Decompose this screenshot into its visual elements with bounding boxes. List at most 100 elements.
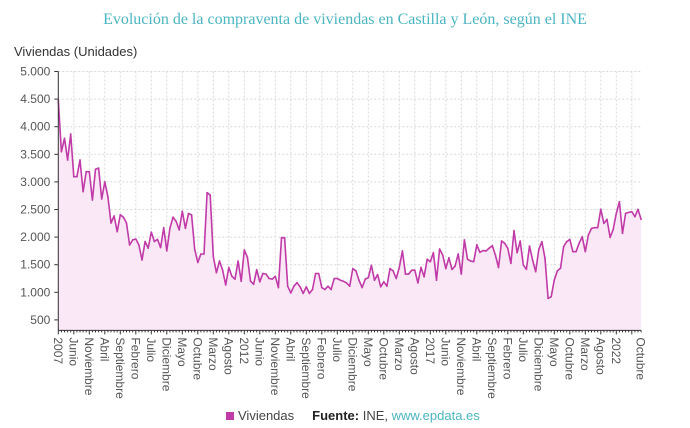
- data-point: [259, 281, 261, 283]
- x-tick-label: Junio: [66, 337, 80, 366]
- data-point: [494, 254, 497, 256]
- data-point: [469, 260, 472, 262]
- data-point: [305, 285, 308, 288]
- x-tick-label: Febrero: [128, 337, 142, 379]
- x-tick-label: Abril: [469, 337, 483, 361]
- x-tick-label: Mayo: [361, 337, 375, 367]
- legend-label-viviendas[interactable]: Viviendas: [238, 408, 295, 423]
- chart-title: Evolución de la compraventa de viviendas…: [103, 11, 587, 28]
- x-tick-label: Noviembre: [454, 337, 468, 395]
- data-point: [414, 269, 416, 272]
- data-point: [221, 269, 224, 271]
- data-point: [553, 279, 556, 281]
- data-point: [60, 150, 63, 153]
- data-point: [556, 269, 559, 272]
- y-tick-label: 2.000: [20, 230, 50, 244]
- x-tick-label: Octubre: [562, 337, 576, 380]
- data-point: [572, 250, 574, 253]
- data-point: [166, 250, 168, 252]
- data-point: [398, 266, 401, 269]
- data-point: [358, 279, 360, 281]
- data-point: [76, 175, 78, 178]
- data-point: [144, 240, 146, 243]
- data-point: [268, 277, 270, 280]
- data-point: [345, 282, 348, 284]
- data-point: [445, 267, 447, 270]
- data-point: [454, 265, 456, 267]
- data-point: [82, 190, 84, 193]
- data-point: [392, 269, 394, 272]
- data-point: [584, 250, 587, 253]
- x-tick-label: Octubre: [376, 337, 390, 380]
- data-point: [330, 288, 332, 291]
- data-point: [463, 239, 466, 241]
- data-point: [426, 258, 429, 260]
- data-point: [451, 268, 453, 271]
- x-tick-label: Agosto: [593, 337, 607, 375]
- data-point: [355, 269, 357, 272]
- data-point: [479, 251, 481, 254]
- y-tick-label: 2.500: [20, 203, 50, 217]
- data-point: [293, 285, 295, 288]
- data-point: [497, 266, 500, 269]
- data-point: [175, 220, 177, 223]
- data-point: [141, 259, 143, 261]
- data-point: [271, 278, 274, 280]
- data-point: [178, 229, 180, 231]
- y-tick-label: 3.000: [20, 175, 50, 189]
- data-point: [538, 248, 540, 251]
- data-point: [383, 281, 385, 283]
- data-point: [342, 280, 345, 283]
- data-point: [606, 218, 608, 221]
- data-point: [63, 137, 66, 140]
- data-point: [314, 272, 317, 275]
- data-point: [100, 198, 103, 200]
- data-point: [324, 288, 326, 291]
- data-point: [429, 260, 432, 263]
- legend-swatch: [226, 411, 234, 420]
- x-tick-label: Abril: [97, 337, 111, 361]
- data-point: [116, 230, 118, 233]
- data-point: [262, 272, 264, 275]
- x-tick-label: 2017: [423, 337, 437, 364]
- data-point: [333, 277, 336, 280]
- source-link[interactable]: www.epdata.es: [391, 408, 480, 423]
- data-point: [97, 167, 100, 169]
- data-point: [609, 236, 611, 239]
- data-point: [376, 273, 379, 276]
- data-point: [575, 250, 577, 253]
- data-point: [200, 253, 202, 255]
- data-point: [460, 273, 463, 275]
- y-axis-label: Viviendas (Unidades): [14, 44, 138, 59]
- x-tick-label: Agosto: [407, 337, 421, 375]
- data-point: [110, 222, 112, 224]
- data-point: [286, 285, 289, 288]
- data-point: [522, 264, 525, 266]
- data-point: [193, 248, 196, 251]
- data-point: [317, 272, 320, 275]
- x-tick-label: Noviembre: [268, 337, 282, 395]
- data-point: [531, 259, 534, 261]
- x-tick-label: Diciembre: [531, 337, 545, 391]
- data-point: [209, 194, 211, 196]
- data-point: [212, 255, 215, 258]
- y-tick-label: 500: [30, 313, 50, 327]
- data-point: [631, 210, 633, 213]
- data-point: [562, 245, 565, 248]
- data-point: [203, 253, 205, 255]
- data-point: [311, 288, 314, 291]
- data-point: [488, 247, 491, 249]
- x-tick-label: Diciembre: [345, 337, 359, 391]
- x-tick-label: Octubre: [190, 337, 204, 380]
- data-point: [234, 278, 236, 280]
- x-tick-label: Diciembre: [159, 337, 173, 391]
- x-tick-label: Febrero: [314, 337, 328, 379]
- data-point: [361, 286, 363, 289]
- data-point: [466, 258, 469, 260]
- data-point: [113, 215, 115, 217]
- data-point: [600, 208, 602, 211]
- data-point: [265, 273, 267, 275]
- data-point: [107, 195, 109, 198]
- data-point: [386, 285, 388, 288]
- data-point: [581, 235, 583, 238]
